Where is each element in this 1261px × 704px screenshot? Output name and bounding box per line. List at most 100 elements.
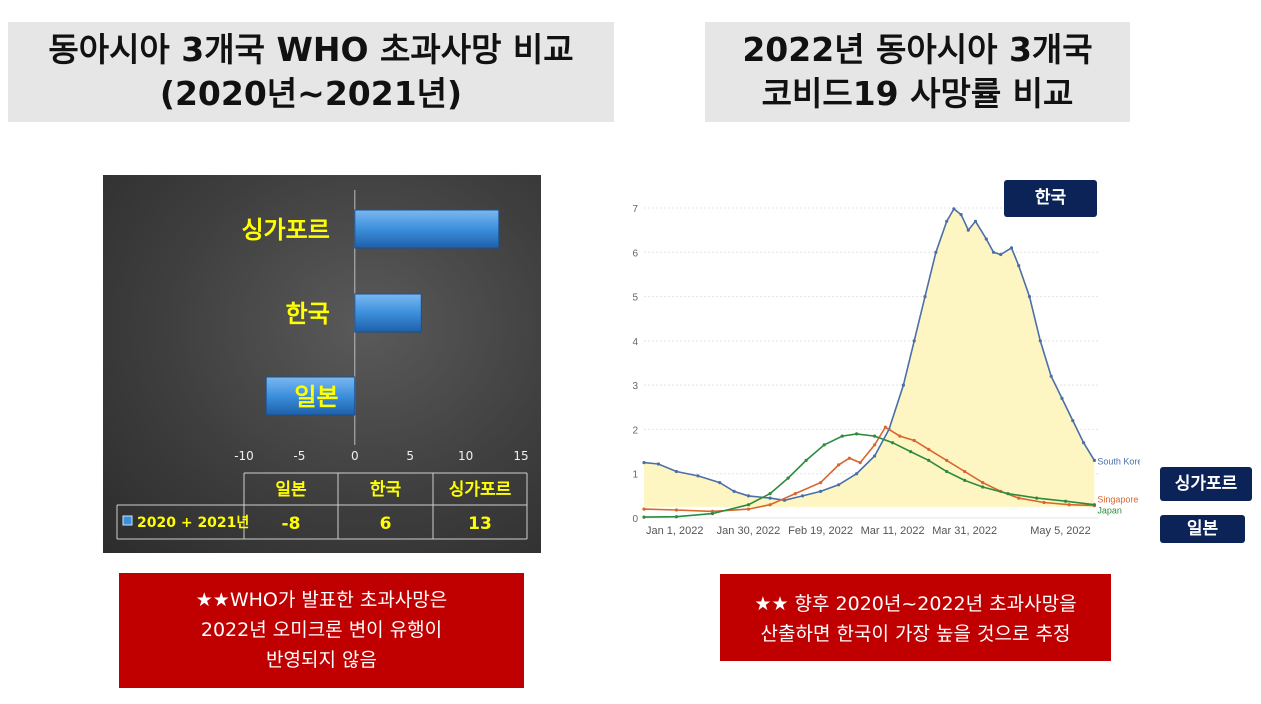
series-0-point-29 xyxy=(1027,295,1032,299)
series-1-point-17 xyxy=(981,481,985,485)
series-2-point-18 xyxy=(1035,496,1039,500)
x-tick-label-3: Mar 11, 2022 xyxy=(861,525,925,537)
series-2-point-11 xyxy=(891,441,895,445)
line-chart-svg: 0 1 2 3 4 5 6 7 Jan 1, 2022 Jan 30, 2022 Feb 19, 2… xyxy=(632,204,1140,537)
series-0-point-15 xyxy=(901,383,905,387)
note-left-line1: ★★WHO가 발표한 초과사망은 xyxy=(195,589,448,611)
series-2-point-19 xyxy=(1064,499,1068,503)
korea-highlight-area xyxy=(644,208,1095,507)
series-0-point-35 xyxy=(1092,458,1096,462)
callout-japan: 일본 xyxy=(1160,515,1245,543)
series-2-point-4 xyxy=(768,492,772,496)
series-1-point-13 xyxy=(912,438,916,443)
series-0-point-22 xyxy=(966,228,970,232)
right-title-line1: 2022년 동아시아 3개국 xyxy=(742,30,1093,69)
right-title: 2022년 동아시아 3개국 코비드19 사망률 비교 xyxy=(705,22,1130,122)
series-0-point-31 xyxy=(1049,374,1053,378)
callout-singapore: 싱가포르 xyxy=(1160,467,1252,501)
x-tick-label-1: Jan 30, 2022 xyxy=(717,525,781,537)
series-0-point-12 xyxy=(855,472,859,476)
x-tick-label-3: 5 xyxy=(406,449,414,463)
series-2-point-3 xyxy=(746,503,751,507)
series-1-point-4 xyxy=(768,503,772,507)
series-0-point-25 xyxy=(991,250,996,254)
y-tick-label-5: 5 xyxy=(632,293,638,304)
table-cell-1: 6 xyxy=(380,514,392,534)
series-2-point-15 xyxy=(963,478,967,482)
bar-0 xyxy=(354,209,500,249)
x-tick-label-5: 15 xyxy=(513,449,528,463)
x-tick-label-5: May 5, 2022 xyxy=(1030,525,1091,537)
series-2-point-20 xyxy=(1092,503,1096,507)
series-1-point-15 xyxy=(945,458,949,462)
series-0-point-20 xyxy=(952,207,956,211)
series-0-point-24 xyxy=(984,237,988,241)
left-title: 동아시아 3개국 WHO 초과사망 비교 (2020년~2021년) xyxy=(8,22,614,122)
series-0-point-2 xyxy=(674,469,678,474)
x-tick-label-0: Jan 1, 2022 xyxy=(646,525,704,537)
series-line-0 xyxy=(643,207,1096,502)
left-title-line2: (2020년~2021년) xyxy=(159,74,463,113)
table-row-label: 2020 + 2021년 xyxy=(137,515,249,531)
series-0-point-28 xyxy=(1017,264,1021,268)
series-0-point-30 xyxy=(1038,339,1042,343)
series-0-point-19 xyxy=(945,219,949,223)
series-0-point-26 xyxy=(999,252,1003,257)
y-tick-label-3: 3 xyxy=(632,381,638,392)
series-1-point-8 xyxy=(847,456,851,460)
series-2-point-1 xyxy=(674,515,678,519)
series-1-point-3 xyxy=(746,507,751,511)
x-tick-label-4: 10 xyxy=(458,449,473,463)
series-0-point-32 xyxy=(1060,396,1064,400)
series-2-point-16 xyxy=(981,485,985,489)
series-0-point-9 xyxy=(800,494,805,498)
bar-category-label-1: 한국 xyxy=(286,300,330,328)
series-1-point-9 xyxy=(858,461,862,465)
series-0-point-27 xyxy=(1009,246,1014,250)
series-label-2: Japan xyxy=(1097,506,1122,516)
series-1-point-11 xyxy=(883,425,887,429)
y-tick-label-7: 7 xyxy=(632,204,638,215)
y-tick-label-6: 6 xyxy=(632,248,638,259)
table-header-1: 한국 xyxy=(370,480,402,500)
series-0-point-1 xyxy=(656,462,660,466)
table-cell-2: 13 xyxy=(468,514,492,534)
series-0-point-23 xyxy=(973,219,978,223)
right-title-line2: 코비드19 사망률 비교 xyxy=(761,74,1074,113)
y-tick-label-1: 1 xyxy=(632,470,638,481)
series-1-point-20 xyxy=(1042,500,1046,505)
series-1-point-10 xyxy=(873,443,877,447)
x-tick-label-1: -5 xyxy=(293,449,305,463)
series-1-point-21 xyxy=(1067,503,1071,507)
series-2-point-12 xyxy=(909,450,913,454)
series-0-point-17 xyxy=(923,295,927,299)
y-tick-label-4: 4 xyxy=(632,337,638,348)
bar-1 xyxy=(354,293,422,333)
table-header-0: 일본 xyxy=(275,480,307,500)
series-1-point-2 xyxy=(710,509,715,513)
series-1-point-16 xyxy=(963,469,967,474)
series-0-point-5 xyxy=(732,489,736,493)
x-tick-label-0: -10 xyxy=(234,449,254,463)
series-0-point-0 xyxy=(642,461,646,465)
x-tick-label-2: Feb 19, 2022 xyxy=(788,525,853,537)
bar-2 xyxy=(265,376,356,416)
series-0-point-6 xyxy=(746,494,751,498)
series-2-point-2 xyxy=(710,512,715,516)
series-1-point-5 xyxy=(793,492,797,496)
series-0-point-4 xyxy=(718,481,722,485)
series-label-1: Singapore xyxy=(1097,495,1138,505)
series-0-point-33 xyxy=(1071,419,1075,423)
series-1-point-12 xyxy=(898,434,902,438)
series-1-point-1 xyxy=(674,508,678,512)
series-0-point-16 xyxy=(912,339,916,343)
series-1-point-19 xyxy=(1017,496,1021,500)
note-left: ★★WHO가 발표한 초과사망은 2022년 오미크론 변이 유행이 반영되지 … xyxy=(119,573,524,688)
series-2-point-10 xyxy=(873,434,877,438)
table-header-2: 싱가포르 xyxy=(449,480,512,500)
note-right-line1: ★★ 향후 2020년~2022년 초과사망을 xyxy=(754,593,1077,615)
series-0-point-13 xyxy=(873,454,877,458)
x-tick-label-4: Mar 31, 2022 xyxy=(932,525,997,537)
y-tick-label-0: 0 xyxy=(632,514,638,525)
